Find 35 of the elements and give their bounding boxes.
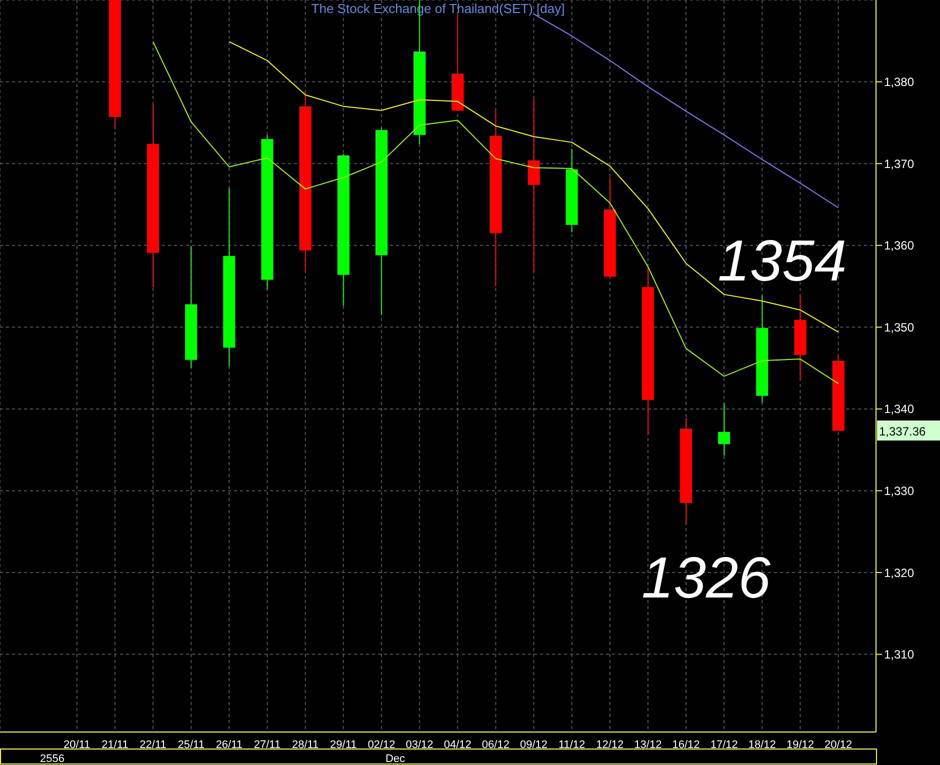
x-tick-label: 13/12 bbox=[634, 738, 662, 751]
y-tick-label: 1,310 bbox=[884, 648, 914, 662]
x-tick-label: 29/11 bbox=[330, 738, 357, 751]
y-tick-label: 1,380 bbox=[884, 75, 914, 90]
y-tick-label: 1,360 bbox=[884, 238, 914, 253]
y-tick-label: 1,340 bbox=[884, 402, 914, 416]
x-tick-label: 04/12 bbox=[444, 738, 472, 751]
text: 2556 bbox=[40, 753, 64, 765]
y-tick-label: 1,370 bbox=[884, 156, 914, 171]
x-tick-label: 20/12 bbox=[824, 738, 852, 751]
text: Dec bbox=[385, 753, 406, 765]
x-tick-label: 21/11 bbox=[102, 738, 128, 751]
x-tick-label: 22/11 bbox=[140, 738, 166, 751]
annotation: 1326 bbox=[642, 545, 772, 610]
y-tick-label: 1,320 bbox=[884, 566, 914, 580]
x-tick-label: 02/12 bbox=[368, 738, 396, 751]
x-tick-label: 27/11 bbox=[254, 738, 281, 751]
x-tick-label: 19/12 bbox=[786, 738, 814, 751]
x-tick-label: 20/11 bbox=[64, 738, 90, 751]
y-tick-label: 1,330 bbox=[884, 484, 914, 498]
candlestick bbox=[718, 402, 730, 456]
x-tick-label: 25/11 bbox=[178, 738, 204, 751]
x-tick-label: 06/12 bbox=[482, 738, 510, 751]
x-tick-label: 16/12 bbox=[672, 738, 700, 751]
x-tick-label: 12/12 bbox=[596, 738, 624, 751]
x-tick-label: 18/12 bbox=[748, 738, 776, 751]
annotation: 1354 bbox=[718, 228, 847, 294]
x-tick-label: 28/11 bbox=[292, 738, 319, 751]
text: 1,337.36 bbox=[879, 424, 926, 439]
x-tick-label: 26/11 bbox=[216, 738, 243, 751]
x-tick-label: 17/12 bbox=[710, 738, 738, 751]
y-tick-label: 1,350 bbox=[884, 320, 914, 334]
x-tick-label: 09/12 bbox=[520, 738, 548, 751]
x-tick-label: 11/12 bbox=[558, 738, 586, 751]
x-tick-label: 03/12 bbox=[406, 738, 434, 751]
